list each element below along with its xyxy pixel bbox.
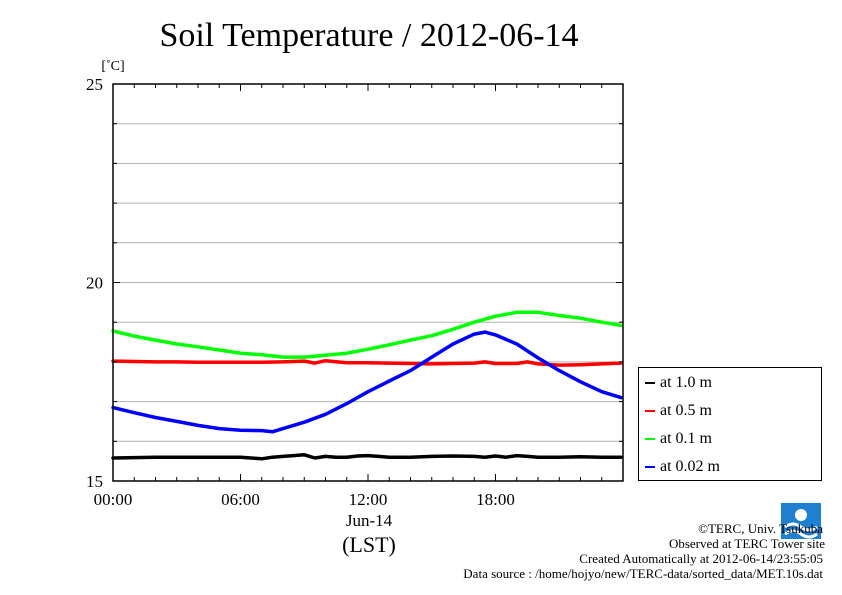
legend-item: at 0.5 m	[645, 401, 712, 421]
series-group	[111, 310, 623, 461]
legend-item: at 0.1 m	[645, 429, 712, 449]
data-source-text: Data source : /home/hojyo/new/TERC-data/…	[463, 566, 823, 581]
copyright-text: ©TERC, Univ. Tsukuba	[698, 521, 823, 536]
y-axis-unit: [˚C]	[101, 59, 124, 74]
legend: at 1.0 m at 0.5 m at 0.1 m at 0.02 m	[638, 367, 822, 481]
legend-label: at 0.5 m	[660, 402, 712, 419]
series-line	[111, 358, 623, 367]
legend-swatch-0.02m	[645, 466, 655, 469]
series-line	[111, 330, 623, 434]
chart-title: Soil Temperature / 2012-06-14	[159, 17, 578, 54]
created-text: Created Automatically at 2012-06-14/23:5…	[579, 551, 823, 566]
axis-ticks: 15 20 25 00:00 06:00 12:00 18:00	[86, 75, 624, 509]
legend-swatch-1m	[645, 382, 655, 385]
x-tick-label: 12:00	[349, 490, 388, 509]
series-line	[111, 453, 623, 461]
legend-label: at 0.1 m	[660, 430, 712, 447]
legend-label: at 1.0 m	[660, 374, 712, 391]
legend-swatch-0.5m	[645, 410, 655, 413]
x-tick-label: 18:00	[476, 490, 515, 509]
legend-label: at 0.02 m	[660, 458, 720, 475]
legend-swatch-0.1m	[645, 438, 655, 441]
y-tick-label: 20	[86, 274, 103, 293]
observed-text: Observed at TERC Tower site	[668, 536, 825, 551]
series-line	[111, 310, 623, 359]
terc-logo-icon	[781, 503, 821, 539]
legend-item: at 0.02 m	[645, 457, 720, 477]
credits-block: ©TERC, Univ. Tsukuba Observed at TERC To…	[463, 521, 825, 581]
x-axis-date-label: Jun-14	[346, 511, 393, 530]
y-tick-label: 15	[86, 472, 103, 491]
x-tick-label: 06:00	[221, 490, 260, 509]
legend-item: at 1.0 m	[645, 373, 712, 393]
y-tick-label: 25	[86, 75, 103, 94]
x-tick-label: 00:00	[94, 490, 133, 509]
x-axis-unit: (LST)	[342, 532, 396, 557]
